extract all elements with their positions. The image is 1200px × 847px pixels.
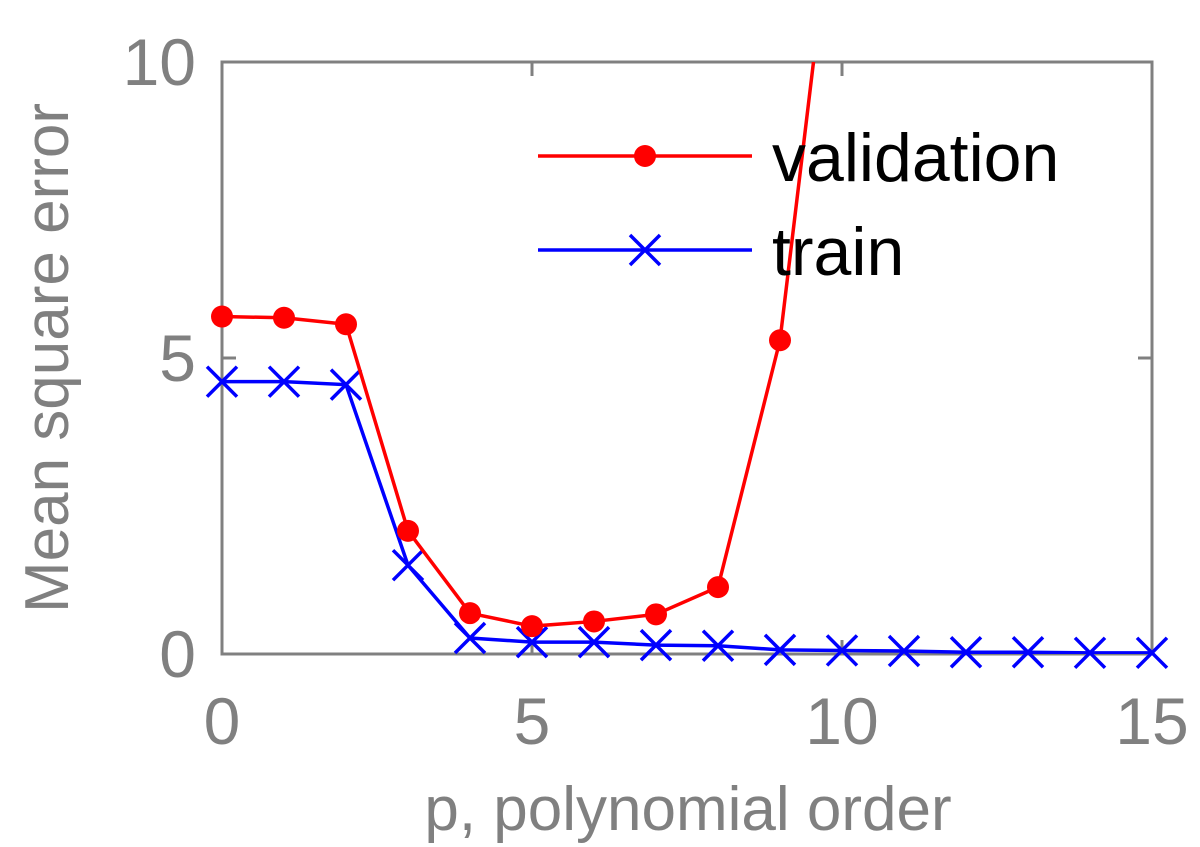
data-point: [391, 548, 425, 582]
y-tick-label: 0: [159, 617, 196, 691]
y-axis-label: Mean square error: [13, 103, 82, 613]
legend-label-train: train: [772, 214, 904, 290]
x-tick-label: 10: [805, 684, 878, 758]
data-point: [211, 305, 233, 328]
series-validation: [222, 62, 816, 628]
data-point: [515, 625, 549, 659]
x-tick-label: 5: [514, 684, 551, 758]
data-point: [273, 306, 295, 329]
legend-label-validation: validation: [772, 120, 1059, 196]
data-point: [459, 602, 481, 625]
data-point: [763, 633, 797, 667]
data-point: [577, 625, 611, 659]
y-tick-label: 10: [123, 25, 196, 99]
series-line-validation: [222, 62, 816, 628]
data-point: [521, 615, 543, 638]
data-point: [329, 368, 363, 401]
x-axis-label: p, polynomial order: [424, 775, 951, 844]
data-point: [634, 145, 656, 167]
data-point: [949, 635, 983, 669]
data-point: [639, 628, 673, 662]
data-point: [628, 233, 662, 267]
x-tick-label: 15: [1115, 684, 1188, 758]
data-point: [769, 329, 791, 352]
data-point: [397, 519, 419, 542]
y-tick-label: 5: [159, 321, 196, 395]
data-point: [453, 621, 487, 655]
markers-validation: [211, 305, 791, 638]
series-line-train: [222, 379, 1152, 654]
data-point: [267, 365, 301, 398]
series-train: [222, 379, 1152, 654]
data-point: [825, 634, 859, 667]
data-point: [1011, 635, 1045, 669]
markers-train: [205, 365, 1169, 670]
x-tick-label: 0: [204, 684, 241, 758]
data-point: [583, 610, 605, 633]
data-point: [701, 629, 735, 662]
data-point: [1073, 636, 1107, 670]
data-point: [707, 576, 729, 599]
data-point: [205, 365, 239, 398]
legend: validation train: [538, 120, 1059, 290]
series-layer: [205, 62, 1169, 670]
data-point: [335, 313, 357, 336]
data-point: [645, 603, 667, 626]
data-point: [887, 634, 921, 668]
data-point: [1135, 636, 1169, 670]
